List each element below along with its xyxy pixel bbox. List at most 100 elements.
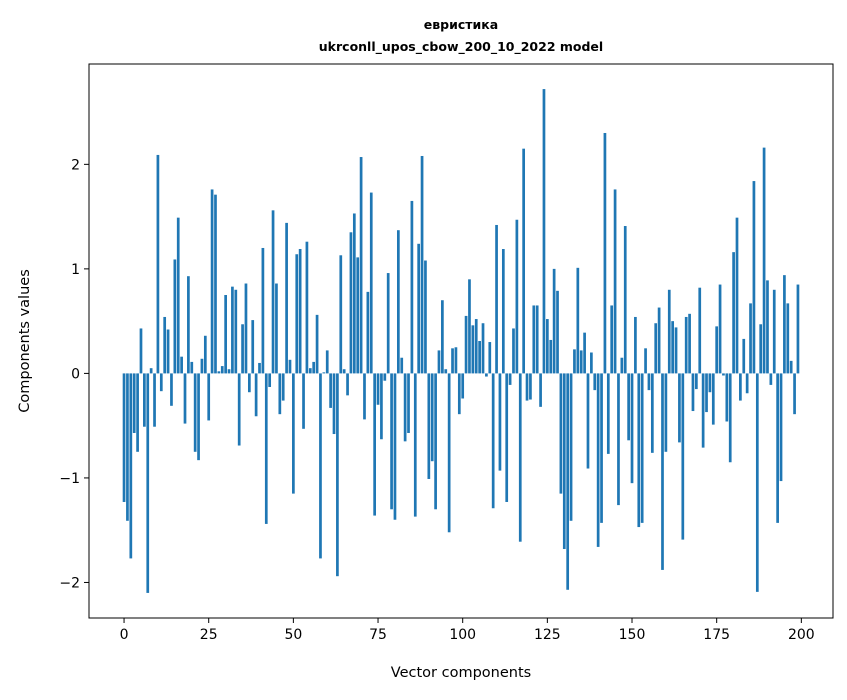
bar-88	[420, 155, 424, 374]
bar-80	[393, 373, 397, 520]
bar-50	[292, 373, 295, 494]
bar-196	[786, 303, 790, 374]
bar-190	[766, 280, 769, 374]
bar-13	[166, 329, 170, 374]
y-axis-label: Components values	[17, 269, 33, 413]
bars-group	[122, 89, 800, 593]
bar-179	[728, 373, 732, 463]
bar-0	[122, 373, 126, 502]
bar-132	[569, 373, 573, 521]
bar-124	[542, 89, 546, 374]
bar-105	[478, 341, 481, 374]
bar-114	[508, 373, 512, 385]
bar-39	[254, 373, 258, 417]
bar-66	[346, 373, 349, 396]
bar-121	[532, 305, 536, 374]
bar-125	[545, 319, 549, 374]
bar-113	[505, 373, 509, 502]
bar-25	[207, 373, 211, 421]
bar-82	[400, 357, 404, 374]
bar-198	[793, 373, 796, 415]
bar-117	[518, 373, 522, 542]
bar-3	[132, 373, 136, 433]
bar-51	[295, 254, 299, 374]
y-axis-ticks: −2 −1 0 1 2	[59, 157, 89, 591]
bar-136	[583, 332, 586, 374]
bar-92	[434, 373, 437, 510]
bar-131	[566, 373, 570, 590]
bar-187	[755, 373, 759, 592]
bar-57	[315, 314, 319, 374]
bar-108	[488, 342, 492, 374]
bar-19	[187, 276, 190, 374]
bar-43	[268, 373, 272, 387]
x-tick-label: 75	[369, 627, 387, 643]
bar-55	[308, 368, 312, 374]
bar-79	[390, 373, 393, 510]
bar-126	[549, 339, 553, 374]
bar-150	[630, 373, 634, 484]
bar-37	[247, 373, 251, 393]
bar-41	[261, 247, 265, 374]
bar-18	[183, 373, 187, 424]
bar-180	[732, 252, 735, 374]
bar-193	[776, 373, 779, 523]
bar-23	[200, 358, 204, 374]
bar-146	[617, 373, 620, 506]
bar-169	[695, 373, 698, 390]
bar-189	[762, 147, 766, 374]
bar-143	[606, 373, 610, 454]
bar-44	[271, 210, 275, 374]
bar-109	[491, 373, 495, 509]
bar-26	[210, 189, 214, 374]
bar-116	[515, 219, 519, 374]
bar-197	[789, 360, 793, 374]
y-tick-label: 1	[71, 262, 80, 278]
x-tick-label: 125	[534, 627, 561, 643]
bar-28	[217, 371, 221, 374]
bar-72	[366, 291, 370, 374]
bar-148	[623, 226, 627, 374]
x-tick-label: 175	[703, 627, 730, 643]
y-tick-label: 2	[71, 157, 80, 173]
bar-153	[640, 373, 644, 523]
bar-191	[769, 373, 773, 385]
bar-21	[193, 373, 197, 452]
bar-27	[214, 194, 217, 374]
bar-78	[386, 273, 390, 374]
bar-20	[190, 361, 194, 374]
bar-100	[461, 373, 465, 399]
bar-140	[596, 373, 600, 547]
bar-34	[237, 373, 241, 446]
bar-154	[644, 348, 647, 374]
bar-94	[441, 300, 444, 374]
bar-59	[322, 372, 326, 374]
bar-111	[498, 373, 502, 471]
bar-74	[373, 373, 377, 516]
bar-77	[383, 373, 387, 381]
bar-90	[427, 373, 431, 479]
bar-32	[231, 286, 234, 374]
bar-177	[722, 373, 725, 376]
bar-22	[197, 373, 200, 461]
y-tick-label: −2	[59, 575, 80, 591]
bar-67	[349, 232, 353, 374]
bar-5	[139, 328, 143, 374]
bar-29	[220, 366, 224, 374]
bar-158	[657, 307, 661, 374]
bar-73	[369, 192, 373, 374]
bar-40	[258, 362, 261, 374]
bar-10	[156, 154, 160, 374]
bar-183	[742, 338, 746, 374]
bar-89	[424, 260, 427, 374]
plot-frame	[88, 63, 834, 619]
bar-4	[136, 373, 139, 452]
bar-133	[573, 349, 576, 374]
bar-52	[298, 249, 302, 374]
bar-83	[403, 373, 407, 442]
bar-63	[336, 373, 339, 577]
bar-194	[779, 373, 783, 482]
bar-54	[305, 241, 309, 374]
bar-11	[159, 373, 163, 392]
